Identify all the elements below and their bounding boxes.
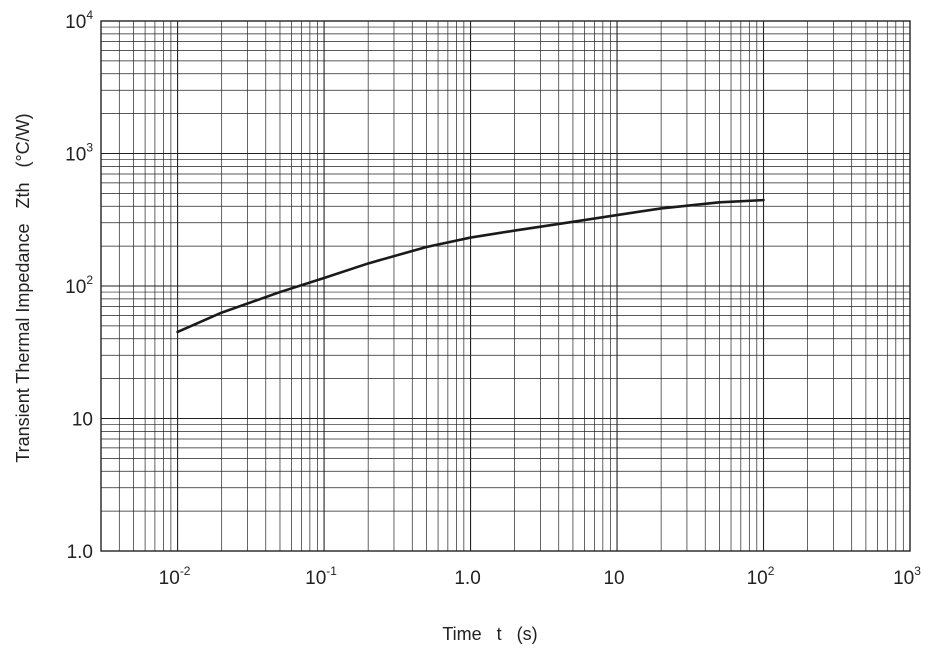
- x-tick-label: 1.0: [454, 568, 480, 589]
- x-tick-label: 102: [747, 564, 775, 589]
- x-tick-label: 10-1: [305, 564, 337, 589]
- plot-frame: [100, 20, 911, 552]
- x-tick-label: 10: [603, 568, 624, 589]
- y-tick-labels: 1.0 10 102 103 104: [65, 8, 93, 563]
- y-tick-label: 10: [72, 410, 93, 431]
- x-tick-label: 103: [893, 564, 921, 589]
- x-tick-labels: 10-2 10-1 1.0 10 102 103: [159, 564, 922, 589]
- x-tick-label: 10-2: [159, 564, 191, 589]
- y-tick-label: 103: [65, 141, 93, 166]
- y-axis-label: Transient Thermal Impedance Zth (°C/W): [13, 113, 33, 462]
- zth-curve: [176, 198, 765, 334]
- y-tick-label: 104: [65, 8, 93, 33]
- x-axis-label: Time t (s): [442, 624, 537, 644]
- y-tick-label: 1.0: [67, 542, 93, 563]
- y-tick-label: 102: [65, 273, 93, 298]
- grid: [100, 21, 910, 552]
